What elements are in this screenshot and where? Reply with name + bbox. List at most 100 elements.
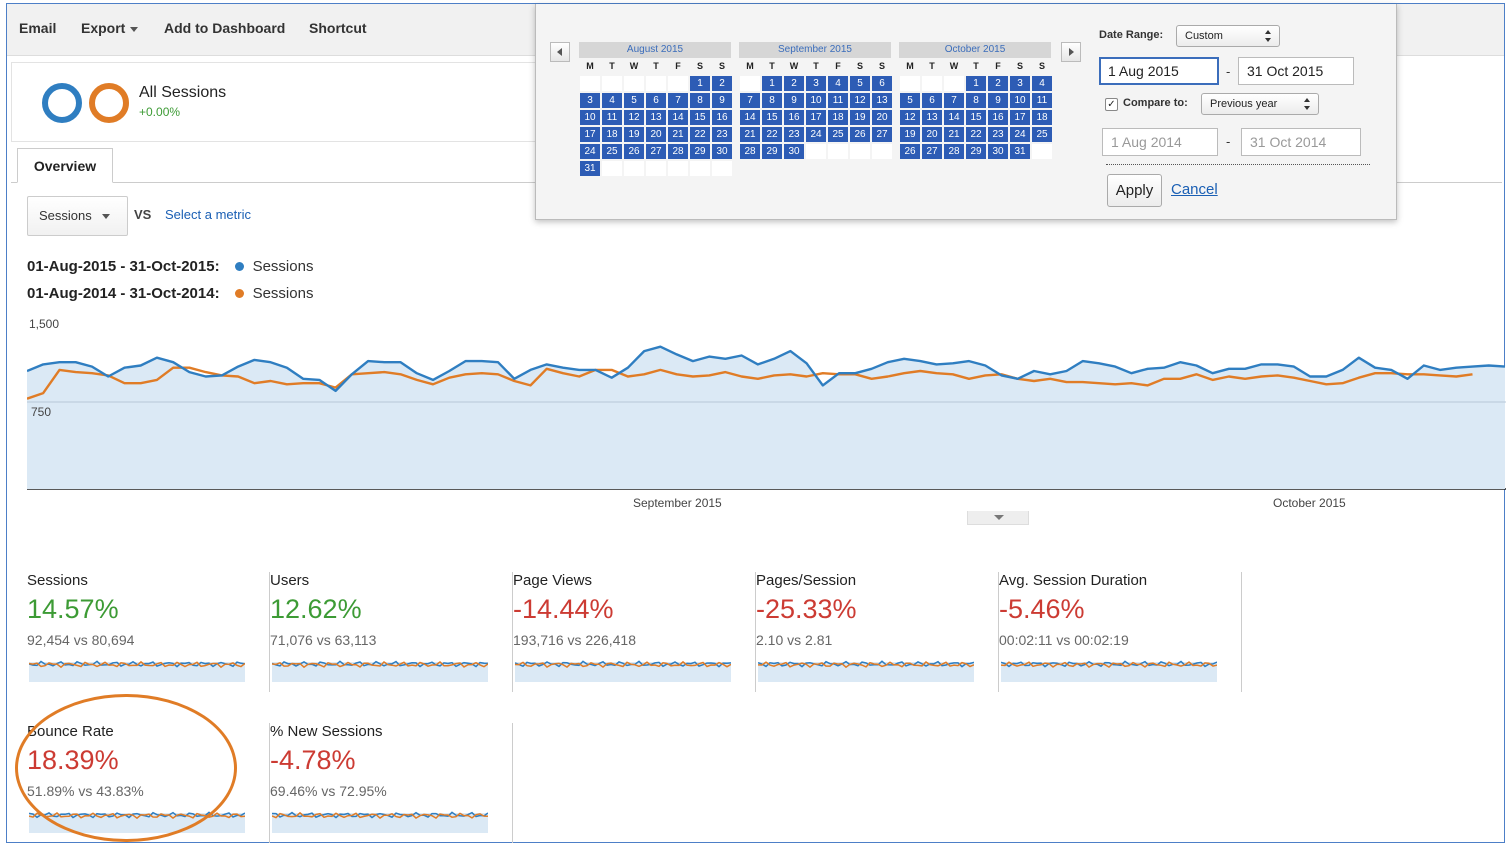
calendar-day[interactable]: 10	[579, 109, 601, 126]
calendar-day[interactable]: 28	[943, 143, 965, 160]
calendar-day[interactable]: 8	[965, 92, 987, 109]
scorecard[interactable]: Bounce Rate 18.39% 51.89% vs 43.83%	[27, 723, 270, 843]
calendar-day[interactable]: 29	[965, 143, 987, 160]
calendar-day[interactable]: 14	[667, 109, 689, 126]
calendar-day[interactable]: 18	[601, 126, 623, 143]
start-date-input[interactable]: 1 Aug 2015	[1099, 57, 1219, 85]
calendar-day[interactable]: 27	[871, 126, 893, 143]
calendar-day[interactable]: 2	[987, 75, 1009, 92]
calendar-day[interactable]: 24	[579, 143, 601, 160]
select-metric-link[interactable]: Select a metric	[165, 207, 251, 222]
calendar-day[interactable]: 8	[689, 92, 711, 109]
compare-checkbox[interactable]: ✓	[1105, 98, 1118, 111]
calendar-day[interactable]: 4	[601, 92, 623, 109]
calendar-next-button[interactable]	[1061, 42, 1081, 62]
calendar-day[interactable]: 12	[849, 92, 871, 109]
calendar-day[interactable]: 25	[1031, 126, 1053, 143]
calendar-day[interactable]: 13	[645, 109, 667, 126]
calendar-day[interactable]: 5	[623, 92, 645, 109]
calendar-day[interactable]: 2	[783, 75, 805, 92]
calendar-day[interactable]: 4	[827, 75, 849, 92]
calendar-day[interactable]: 3	[579, 92, 601, 109]
calendar-day[interactable]: 18	[1031, 109, 1053, 126]
calendar-day[interactable]: 14	[943, 109, 965, 126]
calendar-day[interactable]: 7	[943, 92, 965, 109]
calendar-day[interactable]: 16	[711, 109, 733, 126]
calendar-day[interactable]: 9	[711, 92, 733, 109]
calendar-day[interactable]: 19	[899, 126, 921, 143]
calendar-day[interactable]: 5	[899, 92, 921, 109]
calendar-day[interactable]: 21	[739, 126, 761, 143]
calendar-day[interactable]: 19	[623, 126, 645, 143]
apply-button[interactable]: Apply	[1107, 174, 1162, 207]
calendar-day[interactable]: 4	[1031, 75, 1053, 92]
calendar-day[interactable]: 1	[965, 75, 987, 92]
calendar-day[interactable]: 1	[689, 75, 711, 92]
calendar-day[interactable]: 21	[667, 126, 689, 143]
calendar-day[interactable]: 8	[761, 92, 783, 109]
calendar-day[interactable]: 10	[1009, 92, 1031, 109]
chart-collapse-handle[interactable]	[967, 511, 1029, 525]
calendar-day[interactable]: 30	[711, 143, 733, 160]
scorecard[interactable]: % New Sessions -4.78% 69.46% vs 72.95%	[270, 723, 513, 843]
calendar-day[interactable]: 28	[667, 143, 689, 160]
calendar-day[interactable]: 23	[711, 126, 733, 143]
calendar-day[interactable]: 25	[601, 143, 623, 160]
calendar-day[interactable]: 15	[761, 109, 783, 126]
calendar-day[interactable]: 20	[921, 126, 943, 143]
calendar-day[interactable]: 22	[689, 126, 711, 143]
calendar-day[interactable]: 3	[805, 75, 827, 92]
calendar-day[interactable]: 22	[761, 126, 783, 143]
scorecard[interactable]: Avg. Session Duration -5.46% 00:02:11 vs 0…	[999, 572, 1242, 692]
compare-end-date-input[interactable]: 31 Oct 2014	[1241, 128, 1361, 156]
calendar-day[interactable]: 19	[849, 109, 871, 126]
calendar-day[interactable]: 1	[761, 75, 783, 92]
calendar-day[interactable]: 5	[849, 75, 871, 92]
calendar-day[interactable]: 11	[601, 109, 623, 126]
calendar-day[interactable]: 23	[987, 126, 1009, 143]
scorecard[interactable]: Users 12.62% 71,076 vs 63,113	[270, 572, 513, 692]
calendar-day[interactable]: 20	[871, 109, 893, 126]
calendar-day[interactable]: 30	[987, 143, 1009, 160]
calendar-day[interactable]: 30	[783, 143, 805, 160]
calendar-day[interactable]: 7	[667, 92, 689, 109]
calendar-day[interactable]: 22	[965, 126, 987, 143]
calendar-day[interactable]: 24	[805, 126, 827, 143]
calendar-prev-button[interactable]	[550, 42, 570, 62]
calendar-day[interactable]: 26	[899, 143, 921, 160]
calendar-day[interactable]: 27	[921, 143, 943, 160]
calendar-day[interactable]: 31	[1009, 143, 1031, 160]
shortcut-button[interactable]: Shortcut	[309, 20, 367, 36]
add-to-dashboard-button[interactable]: Add to Dashboard	[164, 20, 286, 36]
calendar-day[interactable]: 13	[921, 109, 943, 126]
calendar-day[interactable]: 2	[711, 75, 733, 92]
calendar-day[interactable]: 31	[579, 160, 601, 177]
calendar-day[interactable]: 17	[1009, 109, 1031, 126]
calendar-day[interactable]: 13	[871, 92, 893, 109]
calendar-day[interactable]: 12	[899, 109, 921, 126]
compare-start-date-input[interactable]: 1 Aug 2014	[1102, 128, 1218, 156]
calendar-day[interactable]: 11	[1031, 92, 1053, 109]
export-button[interactable]: Export	[81, 20, 139, 36]
calendar-day[interactable]: 7	[739, 92, 761, 109]
calendar-day[interactable]: 15	[689, 109, 711, 126]
calendar-day[interactable]: 12	[623, 109, 645, 126]
calendar-day[interactable]: 29	[761, 143, 783, 160]
scorecard[interactable]: Sessions 14.57% 92,454 vs 80,694	[27, 572, 270, 692]
calendar-day[interactable]: 26	[849, 126, 871, 143]
calendar-day[interactable]: 24	[1009, 126, 1031, 143]
calendar-day[interactable]: 6	[921, 92, 943, 109]
calendar-day[interactable]: 20	[645, 126, 667, 143]
calendar-day[interactable]: 18	[827, 109, 849, 126]
calendar-day[interactable]: 16	[783, 109, 805, 126]
calendar-day[interactable]: 23	[783, 126, 805, 143]
calendar-day[interactable]: 3	[1009, 75, 1031, 92]
calendar-day[interactable]: 29	[689, 143, 711, 160]
cancel-link[interactable]: Cancel	[1171, 181, 1218, 198]
calendar-day[interactable]: 27	[645, 143, 667, 160]
date-range-dropdown[interactable]: Custom	[1176, 25, 1280, 47]
scorecard[interactable]: Page Views -14.44% 193,716 vs 226,418	[513, 572, 756, 692]
calendar-day[interactable]: 16	[987, 109, 1009, 126]
calendar-day[interactable]: 21	[943, 126, 965, 143]
email-button[interactable]: Email	[19, 20, 57, 36]
